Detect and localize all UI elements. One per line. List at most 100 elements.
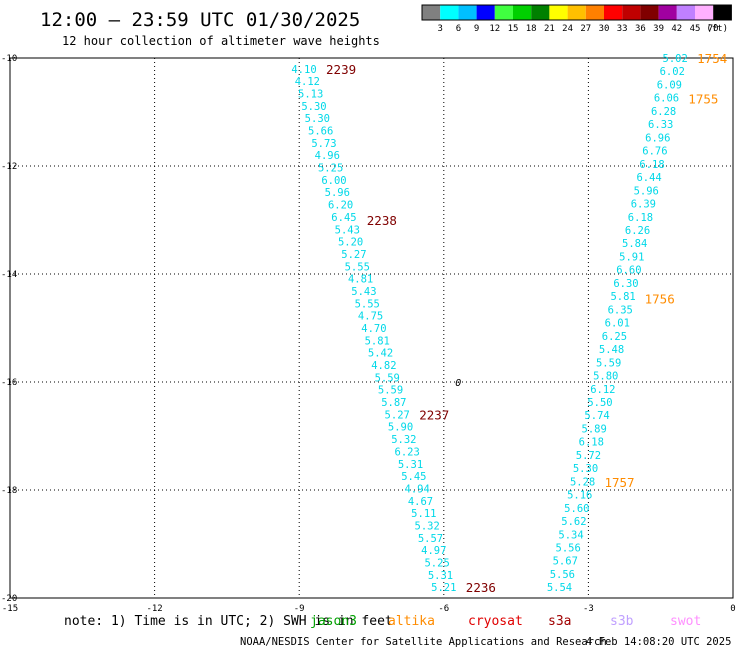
- swh-value: 5.43: [335, 224, 360, 236]
- swh-value: 5.59: [596, 357, 621, 369]
- swh-value: 4.81: [348, 274, 373, 286]
- swh-value: 5.55: [345, 261, 370, 273]
- swh-value: 5.57: [418, 533, 443, 545]
- colorbar-swatch: [531, 5, 550, 20]
- swh-value: 5.56: [550, 569, 575, 581]
- swh-value: 6.20: [328, 200, 353, 212]
- colorbar-label: 70: [708, 24, 719, 34]
- swh-value: 5.90: [388, 422, 413, 434]
- note-text: note: 1) Time is in UTC; 2) SWH is in fe…: [64, 614, 393, 629]
- swh-value: 5.59: [378, 385, 403, 397]
- swh-value: 5.56: [556, 543, 581, 555]
- swh-value: 5.02: [663, 53, 688, 65]
- swh-value: 5.74: [584, 410, 609, 422]
- legend-cryosat: cryosat: [468, 614, 523, 629]
- time-label: 1755: [688, 92, 718, 107]
- chart-title: 12:00 – 23:59 UTC 01/30/2025: [40, 9, 360, 31]
- legend-s3b: s3b: [610, 614, 634, 629]
- colorbar-swatch: [567, 5, 586, 20]
- swh-value: 6.06: [654, 93, 679, 105]
- swh-value: 5.50: [587, 397, 612, 409]
- swh-value: 5.80: [593, 371, 618, 383]
- time-label: 2238: [367, 213, 397, 228]
- colorbar-swatch: [549, 5, 568, 20]
- swh-value: 4.97: [421, 545, 446, 557]
- colorbar-label: 42: [671, 24, 682, 34]
- colorbar-swatch: [440, 5, 459, 20]
- colorbar: 3 6 9 12 15 18 21 24 27 30 33 36 39 42 45 70(ft): [421, 4, 732, 34]
- swh-value: 5.72: [576, 450, 601, 462]
- swh-value: 5.73: [311, 138, 336, 150]
- colorbar-swatch: [604, 5, 623, 20]
- plot-frame: [9, 57, 734, 599]
- chart-subtitle: 12 hour collection of altimeter wave hei…: [62, 34, 380, 48]
- time-label: 2237: [419, 407, 449, 422]
- y-tick-label: -10: [1, 54, 17, 64]
- swh-value: 6.30: [613, 278, 638, 290]
- colorbar-label: 12: [489, 24, 500, 34]
- swh-value: 6.18: [639, 159, 664, 171]
- swh-value: 5.20: [338, 237, 363, 249]
- legend-altika: altika: [388, 614, 435, 629]
- y-tick-label: -14: [1, 270, 17, 280]
- track-symbol: 0: [455, 378, 461, 389]
- swh-value: 6.28: [651, 106, 676, 118]
- swh-value: 5.32: [391, 434, 416, 446]
- swh-value: 6.18: [579, 437, 604, 449]
- swh-value: 5.13: [298, 88, 323, 100]
- legend-s3a: s3a: [548, 614, 571, 629]
- colorbar-label: 33: [617, 24, 628, 34]
- colorbar-swatch: [622, 5, 641, 20]
- swh-value: 6.33: [648, 119, 673, 131]
- colorbar-swatch: [640, 5, 659, 20]
- colorbar-swatch: [494, 5, 513, 20]
- swh-value: 5.11: [411, 508, 436, 520]
- swh-value: 5.96: [325, 187, 350, 199]
- swh-value: 5.87: [381, 397, 406, 409]
- time-label: 2236: [466, 580, 496, 595]
- swh-value: 5.25: [424, 558, 449, 570]
- swh-value: 6.02: [660, 66, 685, 78]
- swh-value: 6.23: [395, 446, 420, 458]
- colorbar-label: 15: [508, 24, 519, 34]
- swh-value: 6.12: [590, 384, 615, 396]
- colorbar-swatch: [513, 5, 532, 20]
- swh-value: 5.31: [428, 570, 453, 582]
- swh-value: 5.30: [301, 101, 326, 113]
- swh-value: 5.16: [567, 490, 592, 502]
- time-label: 1754: [697, 51, 727, 66]
- swh-value: 5.48: [599, 344, 624, 356]
- swh-value: 5.31: [398, 459, 423, 471]
- plot-area: -15 -12 -9 -6 -3 0-10-12-14-16-18-204.104.125…: [1, 51, 736, 614]
- colorbar-label: 24: [562, 24, 573, 34]
- swh-value: 5.81: [610, 291, 635, 303]
- swh-value: 6.60: [616, 265, 641, 277]
- swh-value: 5.30: [573, 463, 598, 475]
- swh-value: 6.09: [657, 79, 682, 91]
- swh-value: 4.94: [405, 483, 430, 495]
- colorbar-label: 21: [544, 24, 555, 34]
- y-tick-label: -12: [1, 162, 17, 172]
- y-tick-label: -16: [1, 378, 17, 388]
- swh-value: 5.59: [375, 372, 400, 384]
- swh-value: 6.44: [636, 172, 661, 184]
- colorbar-frame: [421, 4, 732, 21]
- swh-value: 6.35: [608, 304, 633, 316]
- colorbar-label: 27: [580, 24, 591, 34]
- swh-value: 5.55: [355, 298, 380, 310]
- satellite-legend: jason3 altika cryosat s3a s3b swot: [310, 614, 701, 629]
- swh-value: 6.45: [331, 212, 356, 224]
- swh-value: 5.62: [561, 516, 586, 528]
- colorbar-swatch: [422, 5, 441, 20]
- colorbar-swatch: [713, 5, 732, 20]
- colorbar-label: 36: [635, 24, 646, 34]
- swh-value: 5.42: [368, 348, 393, 360]
- colorbar-swatch: [458, 5, 477, 20]
- swh-value: 4.67: [408, 496, 433, 508]
- colorbar-swatch: [476, 5, 495, 20]
- legend-jason3: jason3: [310, 614, 357, 629]
- swh-value: 4.70: [361, 323, 386, 335]
- swh-value: 5.25: [318, 163, 343, 175]
- colorbar-label: 30: [599, 24, 610, 34]
- colorbar-label: 39: [653, 24, 664, 34]
